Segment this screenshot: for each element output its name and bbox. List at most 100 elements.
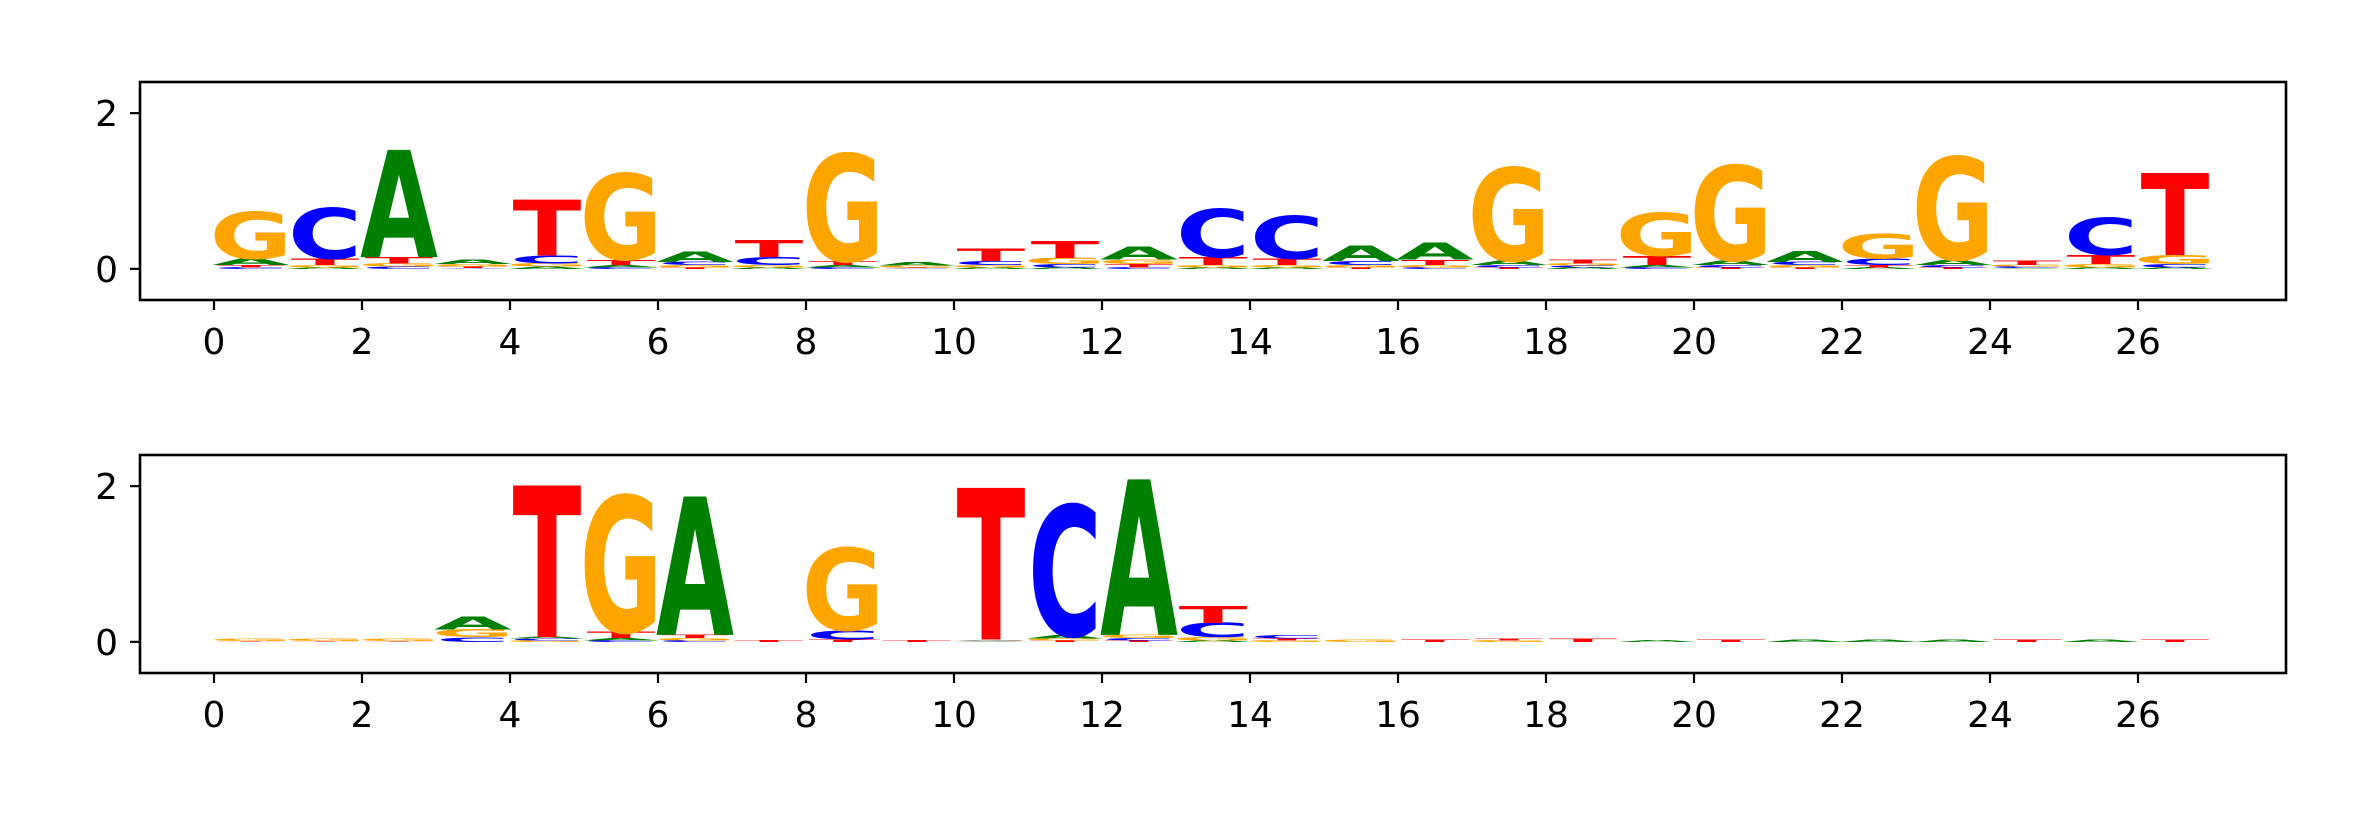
logo-letter-G: G	[1912, 128, 1995, 292]
logo-letter-G: G	[2060, 263, 2143, 268]
logo-letter-G: G	[1394, 264, 1477, 268]
logo-letter-T: T	[2067, 252, 2136, 267]
logo-letter-T: T	[291, 641, 360, 642]
logo-letter-T: T	[1475, 638, 1544, 640]
logo-letter-C: C	[510, 254, 584, 266]
logo-letter-A: A	[1470, 259, 1548, 266]
logo-letter-G: G	[506, 263, 589, 268]
logo-letter-G: G	[1542, 263, 1625, 267]
logo-letter-A: A	[1914, 258, 1992, 267]
logo-letter-G: G	[358, 638, 441, 642]
logo-letter-G: G	[1320, 264, 1403, 268]
logo-letter-C: C	[1620, 267, 1694, 269]
logo-letter-C: C	[1768, 261, 1842, 266]
logo-letter-A: A	[434, 258, 512, 265]
x-tick-label: 0	[203, 695, 226, 736]
logo-letter-G: G	[654, 637, 737, 641]
logo-letter-T: T	[1697, 639, 1766, 643]
x-tick-label: 0	[203, 322, 226, 363]
logo-letter-T: T	[439, 266, 508, 268]
logo-letter-C: C	[584, 640, 658, 642]
x-tick-label: 2	[351, 322, 374, 363]
logo-letter-G: G	[1098, 258, 1181, 265]
y-tick-label: 2	[95, 94, 118, 135]
logo-letter-A: A	[2136, 267, 2214, 269]
x-tick-label: 22	[1819, 322, 1865, 363]
logo-letter-A: A	[1544, 267, 1622, 269]
logo-letter-T: T	[883, 640, 952, 642]
logo-letter-T: T	[1845, 264, 1914, 268]
axes-frame	[138, 80, 2288, 302]
x-tick-label: 26	[2115, 695, 2161, 736]
logo-letter-A: A	[508, 266, 586, 270]
logo-letter-C: C	[1694, 264, 1768, 268]
logo-letter-G: G	[1616, 202, 1699, 270]
logo-letter-C: C	[1324, 260, 1398, 266]
logo-letter-G: G	[1246, 264, 1329, 268]
logo-letter-C: C	[436, 268, 510, 269]
logo-letter-T: T	[1549, 258, 1618, 264]
logo-letter-T: T	[957, 446, 1026, 689]
logo-letter-G: G	[284, 638, 367, 642]
logo-letter-T: T	[735, 236, 804, 263]
logo-letter-G: G	[1690, 141, 1773, 292]
logo-letter-G: G	[1172, 636, 1255, 641]
logo-letter-G: G	[1246, 640, 1329, 642]
logo-letter-C: C	[1028, 263, 1102, 268]
logo-letter-A: A	[952, 267, 1030, 269]
logo-letter-C: C	[1990, 266, 2064, 268]
logo-letter-C: C	[1176, 620, 1250, 642]
logo-letter-T: T	[2141, 639, 2210, 643]
logo-letter-G: G	[2134, 252, 2217, 267]
y-tick-label: 0	[95, 250, 118, 291]
logo-letter-A: A	[1766, 639, 1844, 643]
logo-letter-A: A	[212, 257, 290, 267]
x-tick-label: 16	[1375, 322, 1421, 363]
logo-letter-C: C	[1842, 257, 1916, 267]
x-tick-label: 6	[647, 322, 670, 363]
logo-letter-C: C	[1250, 635, 1324, 640]
logo-letter-C: C	[954, 260, 1028, 266]
logo-letter-A: A	[804, 264, 882, 268]
logo-letter-A: A	[1618, 264, 1696, 268]
logo-letter-T: T	[1179, 602, 1248, 629]
logo-letter-C: C	[2138, 263, 2212, 268]
x-tick-label: 20	[1671, 695, 1717, 736]
logo-letter-C: C	[880, 268, 954, 269]
logo-letter-T: T	[1253, 257, 1322, 267]
logo-letter-C: C	[658, 640, 732, 642]
logo-letter-A: A	[1174, 640, 1252, 642]
logo-letter-T: T	[661, 634, 730, 639]
logo-letter-G: G	[210, 638, 293, 642]
logo-letter-C: C	[1398, 267, 1472, 269]
logo-letter-A: A	[1618, 640, 1696, 642]
logo-letter-G: G	[1320, 639, 1403, 643]
x-tick-label: 22	[1819, 695, 1865, 736]
logo-letter-A: A	[1396, 238, 1475, 265]
logo-letter-T: T	[291, 257, 360, 267]
axes-frame	[138, 453, 2288, 675]
logo-letter-A: A	[2062, 639, 2140, 643]
x-tick-label: 14	[1227, 695, 1273, 736]
x-tick-label: 24	[1967, 322, 2013, 363]
logo-letter-C: C	[1028, 470, 1102, 678]
logo-letter-A: A	[582, 264, 660, 268]
logo-letter-T: T	[513, 185, 582, 274]
x-tick-label: 12	[1079, 322, 1125, 363]
logo-letter-A: A	[1174, 267, 1252, 269]
logo-letter-C: C	[1916, 264, 1990, 268]
logo-letter-A: A	[656, 459, 734, 680]
logo-letter-T: T	[1179, 255, 1248, 267]
logo-letter-T: T	[1401, 639, 1470, 643]
logo-letter-T: T	[735, 640, 804, 642]
logo-letter-C: C	[954, 639, 1028, 640]
logo-letter-C: C	[214, 267, 288, 269]
logo-letter-G: G	[1838, 227, 1921, 267]
x-tick-label: 6	[647, 695, 670, 736]
logo-letter-T: T	[1031, 640, 1100, 642]
logo-letter-G: G	[1764, 264, 1847, 268]
logo-letter-C: C	[1472, 264, 1546, 268]
logo-letter-C: C	[2064, 207, 2138, 267]
logo-letter-T: T	[513, 444, 582, 687]
